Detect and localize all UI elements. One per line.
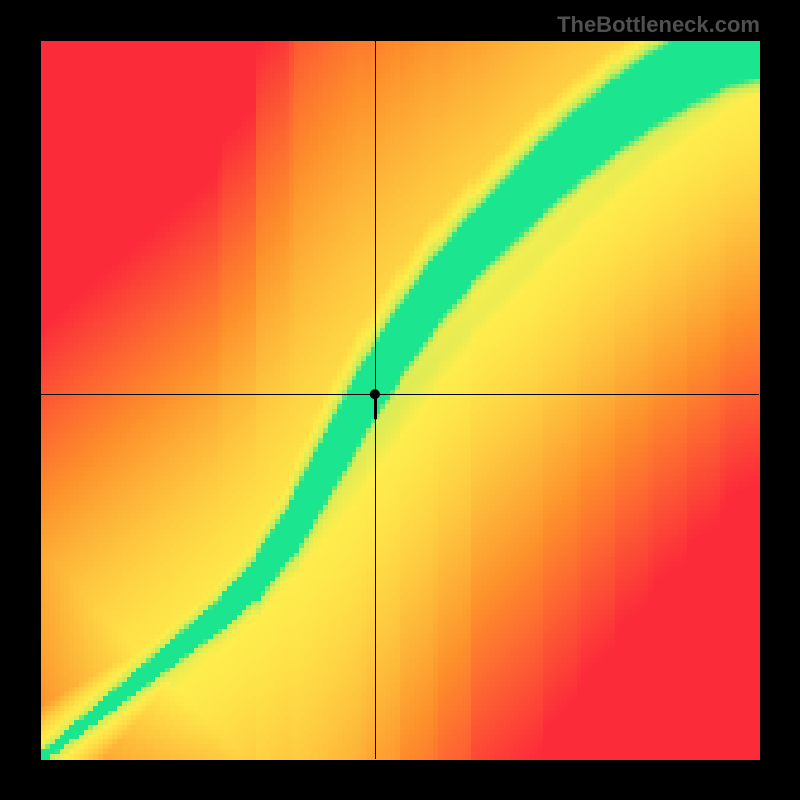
bottleneck-heatmap-chart — [0, 0, 800, 800]
watermark-text: TheBottleneck.com — [557, 12, 760, 38]
